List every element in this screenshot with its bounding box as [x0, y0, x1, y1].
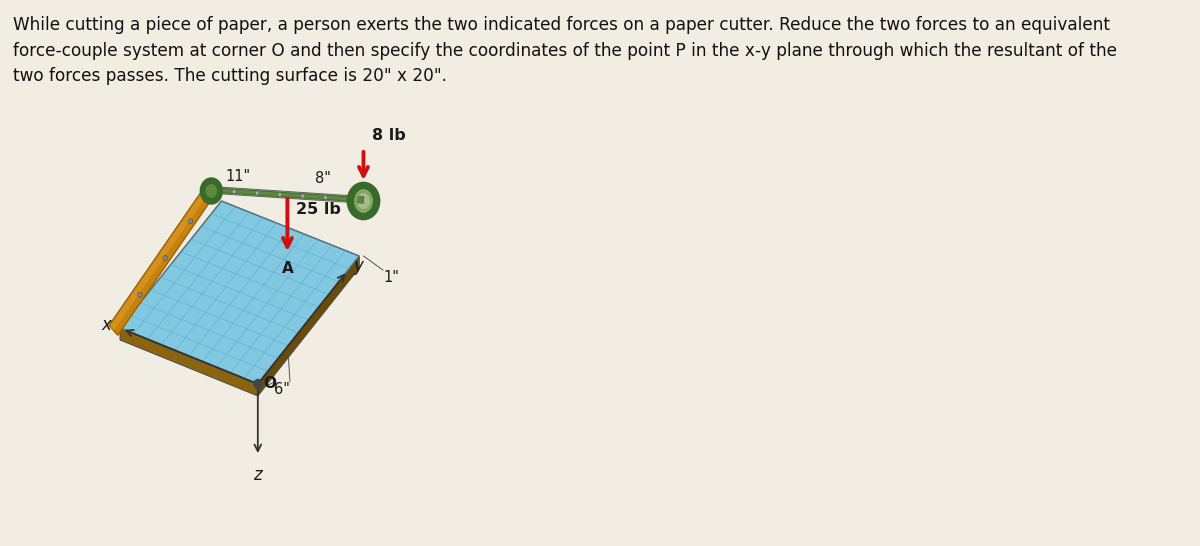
Circle shape	[188, 219, 193, 224]
Text: 8 lb: 8 lb	[372, 128, 406, 143]
Text: 25 lb: 25 lb	[296, 203, 341, 217]
Text: O: O	[264, 377, 277, 391]
Text: 8": 8"	[314, 171, 331, 186]
Circle shape	[205, 184, 217, 198]
Text: 1": 1"	[384, 270, 400, 286]
Polygon shape	[258, 256, 359, 396]
Circle shape	[324, 196, 328, 199]
Circle shape	[254, 379, 262, 389]
Circle shape	[278, 193, 281, 197]
Circle shape	[200, 178, 222, 204]
Polygon shape	[211, 188, 364, 202]
Polygon shape	[211, 187, 364, 203]
Circle shape	[301, 194, 304, 198]
Polygon shape	[109, 179, 220, 335]
Circle shape	[163, 256, 167, 260]
Text: 6": 6"	[274, 382, 289, 397]
Circle shape	[138, 292, 142, 297]
Text: z: z	[253, 466, 262, 484]
Text: While cutting a piece of paper, a person exerts the two indicated forces on a pa: While cutting a piece of paper, a person…	[13, 16, 1117, 85]
Text: x: x	[102, 316, 112, 334]
Circle shape	[233, 190, 235, 193]
Text: 11": 11"	[226, 169, 251, 184]
Polygon shape	[120, 328, 258, 396]
Polygon shape	[109, 179, 215, 331]
Circle shape	[256, 191, 258, 195]
Text: y: y	[353, 257, 364, 275]
Polygon shape	[120, 201, 359, 384]
Text: A: A	[282, 261, 293, 276]
Circle shape	[353, 189, 373, 213]
